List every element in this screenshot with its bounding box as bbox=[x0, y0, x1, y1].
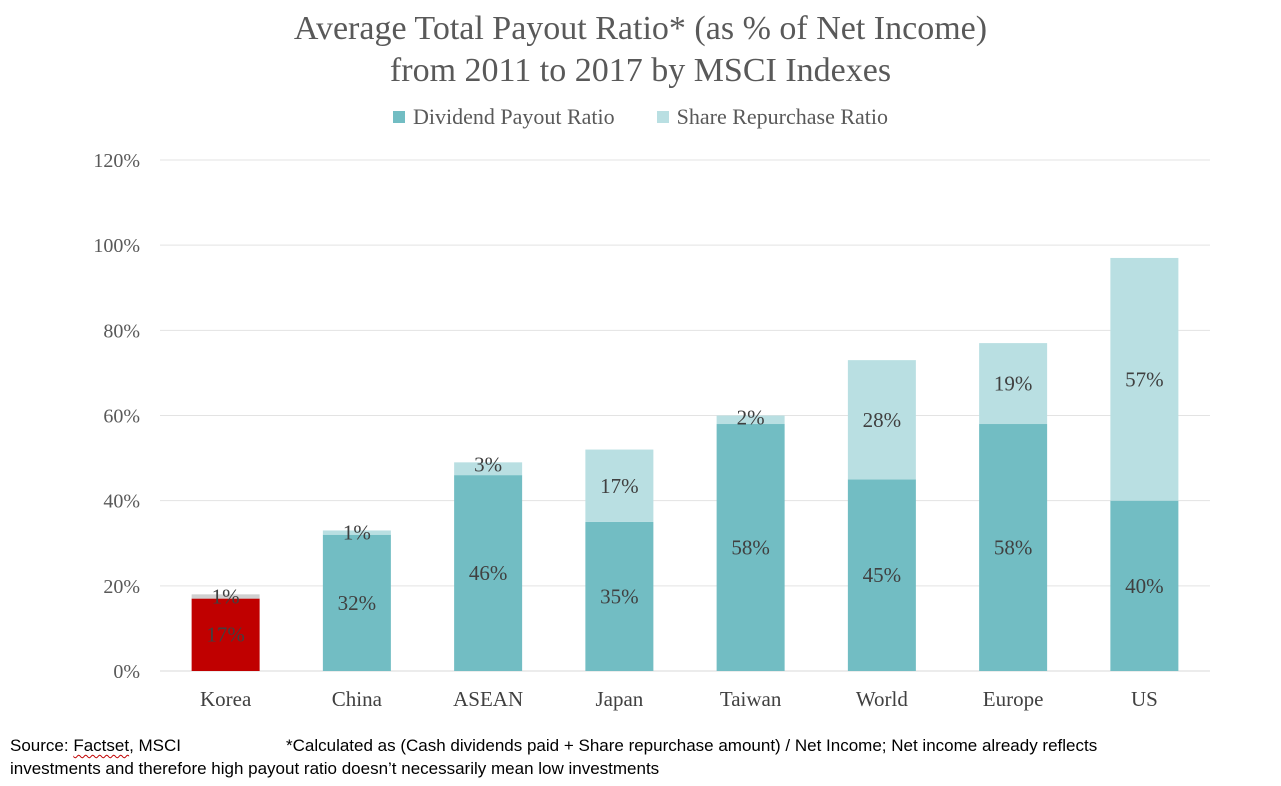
x-tick-label: World bbox=[856, 687, 908, 711]
y-tick-label: 120% bbox=[93, 150, 140, 172]
bar-repurchase bbox=[191, 594, 260, 599]
bar-repurchase bbox=[847, 360, 916, 480]
data-label-repurchase: 57% bbox=[1125, 367, 1164, 391]
data-label-repurchase: 3% bbox=[474, 452, 502, 476]
chart-legend: Dividend Payout Ratio Share Repurchase R… bbox=[0, 104, 1281, 130]
y-tick-label: 100% bbox=[93, 235, 140, 257]
data-label-dividend: 58% bbox=[994, 536, 1033, 560]
legend-swatch-dividend bbox=[392, 111, 405, 123]
chart-title: Average Total Payout Ratio* (as % of Net… bbox=[0, 8, 1281, 92]
source-note: Source: Factset, MSCI bbox=[10, 736, 182, 755]
y-tick-label: 40% bbox=[103, 491, 140, 513]
x-tick-label: US bbox=[1131, 687, 1158, 711]
data-label-dividend: 17% bbox=[206, 623, 245, 647]
chart-title-line-1: Average Total Payout Ratio* (as % of Net… bbox=[293, 10, 988, 47]
y-tick-label: 80% bbox=[103, 320, 140, 342]
y-tick-label: 20% bbox=[103, 576, 140, 598]
data-label-dividend: 32% bbox=[338, 591, 377, 615]
footnote: Source: Factset, MSCI *Calculated as (Ca… bbox=[10, 734, 1275, 780]
legend-item-repurchase: Share Repurchase Ratio bbox=[656, 104, 889, 130]
bar-dividend bbox=[847, 479, 916, 671]
y-tick-label: 0% bbox=[113, 661, 140, 683]
calculation-note-line-2: investments and therefore high payout ra… bbox=[10, 759, 660, 778]
x-tick-label: Korea bbox=[200, 687, 252, 711]
bar-dividend bbox=[1110, 500, 1179, 671]
data-label-dividend: 46% bbox=[469, 561, 508, 585]
data-label-repurchase: 17% bbox=[600, 474, 639, 498]
x-tick-label: ASEAN bbox=[453, 687, 523, 711]
bar-repurchase bbox=[454, 462, 523, 476]
legend-label-dividend: Dividend Payout Ratio bbox=[412, 104, 615, 129]
source-name: Factset bbox=[73, 736, 130, 755]
data-label-repurchase: 1% bbox=[212, 584, 240, 608]
bar-dividend bbox=[454, 475, 523, 671]
data-label-dividend: 35% bbox=[600, 584, 639, 608]
legend-label-repurchase: Share Repurchase Ratio bbox=[676, 104, 889, 129]
legend-item-dividend: Dividend Payout Ratio bbox=[392, 104, 615, 130]
data-label-repurchase: 2% bbox=[737, 406, 765, 430]
y-tick-label: 60% bbox=[103, 406, 140, 428]
data-label-repurchase: 19% bbox=[994, 372, 1033, 396]
bar-dividend bbox=[585, 521, 654, 671]
x-tick-label: Taiwan bbox=[720, 687, 782, 711]
bar-repurchase bbox=[979, 343, 1048, 425]
bar-dividend bbox=[191, 598, 260, 671]
bar-repurchase bbox=[1110, 257, 1179, 501]
x-tick-label: Japan bbox=[595, 687, 643, 711]
x-tick-label: China bbox=[332, 687, 383, 711]
data-label-dividend: 45% bbox=[863, 563, 902, 587]
data-label-repurchase: 1% bbox=[343, 520, 371, 544]
calculation-note-line-1: *Calculated as (Cash dividends paid + Sh… bbox=[286, 736, 1098, 755]
legend-swatch-repurchase bbox=[656, 111, 669, 123]
data-label-dividend: 40% bbox=[1125, 574, 1164, 598]
data-label-dividend: 58% bbox=[731, 536, 770, 560]
bar-repurchase bbox=[322, 530, 391, 535]
x-tick-label: Europe bbox=[983, 687, 1044, 711]
bar-repurchase bbox=[585, 449, 654, 522]
data-label-repurchase: 28% bbox=[863, 408, 902, 432]
bar-repurchase bbox=[716, 415, 785, 425]
chart-title-line-2: from 2011 to 2017 by MSCI Indexes bbox=[389, 52, 892, 89]
stacked-bar-chart: 0% 20% 40% 60% 80% 100% 120% 17% 1% Korea 32% 1% Chi… bbox=[93, 150, 1210, 711]
bar-dividend bbox=[322, 534, 391, 671]
bar-dividend bbox=[979, 424, 1048, 671]
bar-dividend bbox=[716, 424, 785, 671]
